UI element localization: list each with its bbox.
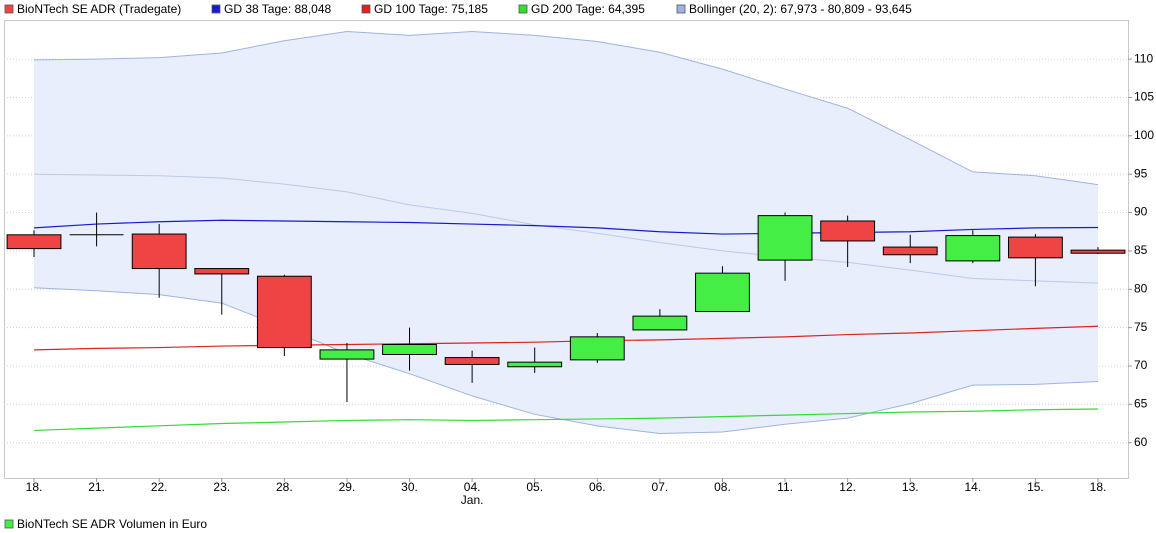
candle-body (945, 235, 1001, 262)
moving-average-line (33, 325, 1099, 351)
moving-average-line (33, 408, 1099, 432)
x-tick-label: 15. (1027, 480, 1044, 494)
x-tick-label: 28. (276, 480, 293, 494)
x-tick-label: 23. (213, 480, 230, 494)
y-tick-label: 100 (1134, 128, 1154, 142)
moving-average-line (33, 219, 1099, 235)
candle-body (444, 357, 500, 365)
candle-body (632, 315, 688, 331)
plot-frame (4, 20, 1129, 479)
x-tick-label: 18. (26, 480, 43, 494)
bollinger-lower (33, 287, 1099, 435)
legend-label: Bollinger (20, 2): 67,973 - 80,809 - 93,… (689, 2, 912, 16)
legend-swatch (4, 4, 14, 14)
legend-label: GD 38 Tage: 88,048 (224, 2, 332, 16)
candle-body (757, 215, 813, 261)
y-tick-label: 105 (1134, 90, 1154, 104)
legend: BioNTech SE ADR (Tradegate) GD 38 Tage: 8… (4, 2, 912, 16)
x-tick-label: 07. (652, 480, 669, 494)
legend-swatch (676, 4, 686, 14)
y-tick-label: 60 (1134, 435, 1148, 449)
x-month-label: Jan. (461, 493, 484, 507)
x-tick-label: 04. (464, 480, 481, 494)
bollinger-upper (33, 31, 1099, 186)
bollinger-middle (33, 173, 1099, 284)
candle-body (820, 220, 876, 242)
y-tick-label: 85 (1134, 243, 1148, 257)
legend-label: BioNTech SE ADR (Tradegate) (17, 2, 181, 16)
x-tick-label: 30. (401, 480, 418, 494)
y-tick-label: 65 (1134, 397, 1148, 411)
y-tick-label: 110 (1134, 51, 1153, 65)
x-tick-label: 29. (339, 480, 356, 494)
y-tick-label: 75 (1134, 320, 1148, 334)
y-tick-label: 70 (1134, 358, 1148, 372)
legend-swatch (211, 4, 221, 14)
x-tick-label: 18. (1090, 480, 1107, 494)
y-tick-label: 95 (1134, 166, 1148, 180)
y-tick-label: 80 (1134, 281, 1148, 295)
x-tick-label: 21. (88, 480, 105, 494)
candle-body (256, 275, 312, 349)
candle-body (569, 336, 625, 361)
candle-body (6, 234, 62, 250)
x-tick-label: 14. (964, 480, 981, 494)
x-tick-label: 12. (839, 480, 856, 494)
candle-body (1070, 249, 1126, 254)
x-tick-label: 22. (151, 480, 168, 494)
candle-body (882, 246, 938, 256)
y-tick-label: 90 (1134, 205, 1148, 219)
x-tick-label: 06. (589, 480, 606, 494)
legend-label: GD 100 Tage: 75,185 (374, 2, 488, 16)
candle-body (194, 268, 250, 275)
candle-body (695, 272, 750, 313)
legend-swatch (361, 4, 371, 14)
footer-label: BioNTech SE ADR Volumen in Euro (17, 517, 207, 531)
candle-body (382, 344, 437, 355)
candle-body (507, 361, 563, 368)
candle-body (131, 233, 187, 270)
x-tick-label: 13. (902, 480, 919, 494)
footer-swatch (4, 519, 14, 529)
candle-body (1007, 236, 1063, 259)
candle-body (319, 349, 375, 360)
x-tick-label: 11. (777, 480, 793, 494)
legend-swatch (518, 4, 528, 14)
x-tick-label: 05. (526, 480, 543, 494)
legend-label: GD 200 Tage: 64,395 (531, 2, 645, 16)
x-tick-label: 08. (714, 480, 731, 494)
